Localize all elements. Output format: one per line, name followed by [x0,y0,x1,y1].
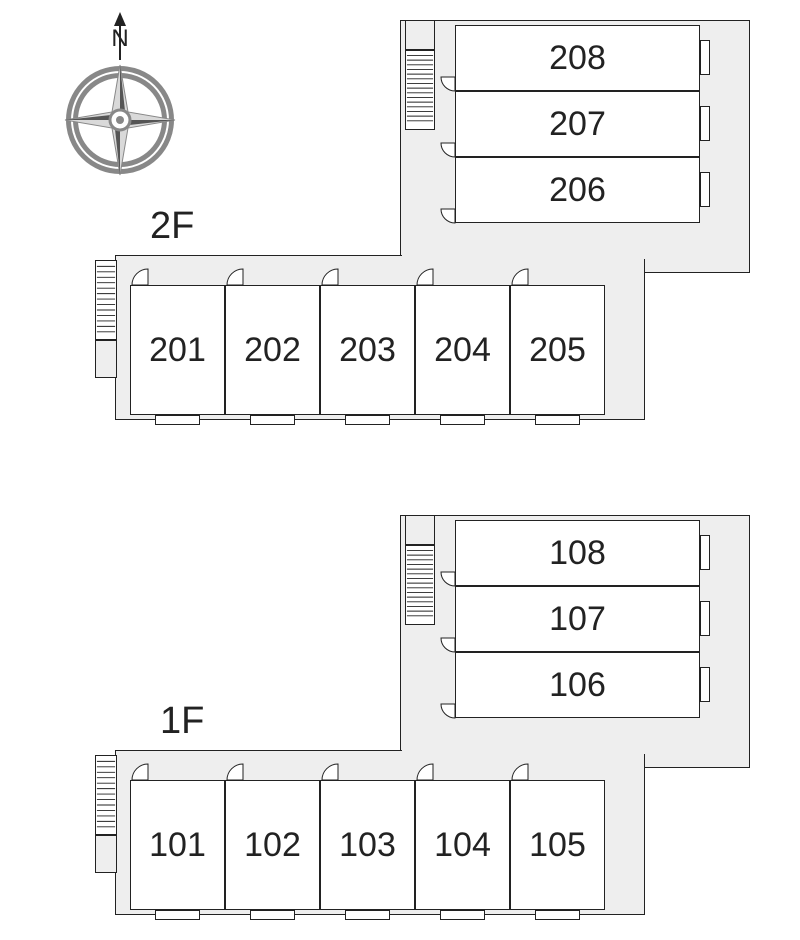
door-arc-icon [415,267,451,303]
exterior-box [155,415,200,425]
exterior-box [250,415,295,425]
door-arc-icon [510,762,546,798]
unit-107: 107 [455,586,700,652]
exterior-box [345,910,390,920]
door-arc-icon [439,688,471,720]
unit-207: 207 [455,91,700,157]
door-arc-icon [510,267,546,303]
door-arc-icon [225,762,261,798]
exterior-box [155,910,200,920]
compass-label: N [111,25,128,52]
unit-201: 201 [130,285,225,415]
unit-103: 103 [320,780,415,910]
unit-206: 206 [455,157,700,223]
door-arc-icon [130,267,166,303]
stairs-horiz [95,755,117,835]
stairs-horiz [95,260,117,340]
exterior-box [345,415,390,425]
door-arc-icon [415,762,451,798]
door-arc-icon [439,622,471,654]
corridor-seam [402,750,748,754]
exterior-box [250,910,295,920]
door-arc-icon [225,267,261,303]
unit-203: 203 [320,285,415,415]
door-arc-icon [320,762,356,798]
corridor-seam [402,255,748,259]
unit-205: 205 [510,285,605,415]
floor-label: 2F [150,205,194,248]
compass-icon: N [50,10,190,195]
stair-landing [95,340,117,378]
stair-landing [405,20,435,50]
unit-101: 101 [130,780,225,910]
door-arc-icon [439,61,471,93]
stair-landing [405,515,435,545]
exterior-box [700,535,710,570]
stairs-vert [405,50,435,130]
door-arc-icon [320,267,356,303]
exterior-box [440,910,485,920]
floor-label: 1F [160,700,204,743]
door-arc-icon [130,762,166,798]
door-arc-icon [439,556,471,588]
exterior-box [700,601,710,636]
floorplan-canvas: N 2F2012022032042052082072061F1011021031… [0,0,800,940]
exterior-box [535,910,580,920]
stair-landing [95,835,117,873]
unit-105: 105 [510,780,605,910]
unit-102: 102 [225,780,320,910]
unit-202: 202 [225,285,320,415]
exterior-box [700,172,710,207]
unit-204: 204 [415,285,510,415]
door-arc-icon [439,127,471,159]
unit-106: 106 [455,652,700,718]
unit-108: 108 [455,520,700,586]
unit-208: 208 [455,25,700,91]
exterior-box [700,40,710,75]
door-arc-icon [439,193,471,225]
exterior-box [700,667,710,702]
stairs-vert [405,545,435,625]
exterior-box [440,415,485,425]
exterior-box [535,415,580,425]
exterior-box [700,106,710,141]
unit-104: 104 [415,780,510,910]
